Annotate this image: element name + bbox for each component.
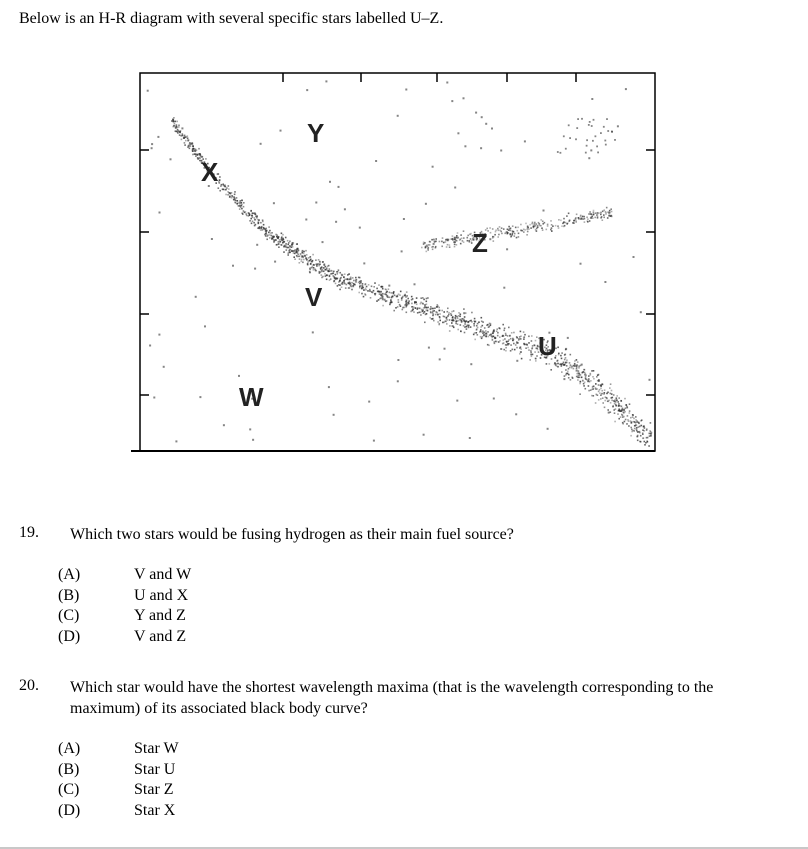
star-label-x: X	[201, 157, 219, 187]
option-letter: (A)	[58, 566, 81, 583]
option-answer: U and X	[134, 586, 189, 604]
option-letter: (B)	[58, 586, 80, 604]
option-letter: (D)	[58, 801, 81, 819]
star-label-w: W	[239, 382, 264, 412]
question-number: 19.	[19, 524, 39, 541]
star-scatter	[146, 80, 653, 447]
star-label-y: Y	[307, 118, 324, 148]
intro-text: Below is an H-R diagram with several spe…	[19, 10, 444, 27]
option-letter: (C)	[58, 781, 80, 798]
page-bottom-rule	[0, 847, 808, 849]
option-answer: Star W	[134, 740, 179, 757]
right-axis-ticks	[646, 149, 655, 396]
star-label-u: U	[538, 331, 557, 361]
diagram-frame	[139, 72, 656, 452]
question-number: 20.	[19, 677, 39, 694]
option-answer: Y and Z	[134, 607, 186, 624]
option-letter: (A)	[58, 740, 81, 757]
question-text: Which two stars would be fusing hydrogen…	[70, 526, 514, 543]
top-axis-ticks	[282, 73, 577, 82]
question-text: Which star would have the shortest wavel…	[70, 679, 714, 717]
option-answer: Star X	[134, 801, 176, 819]
star-label-z: Z	[472, 228, 488, 258]
option-answer: Star U	[134, 760, 176, 778]
option-letter: (B)	[58, 760, 80, 778]
option-letter: (C)	[58, 607, 80, 624]
option-letter: (D)	[58, 627, 81, 645]
option-answer: V and W	[134, 566, 192, 583]
option-answer: Star Z	[134, 781, 174, 798]
left-axis-ticks	[140, 149, 149, 396]
option-answer: V and Z	[134, 627, 187, 645]
star-label-v: V	[305, 282, 323, 312]
hr-diagram: X Y Z V U W	[131, 72, 656, 452]
